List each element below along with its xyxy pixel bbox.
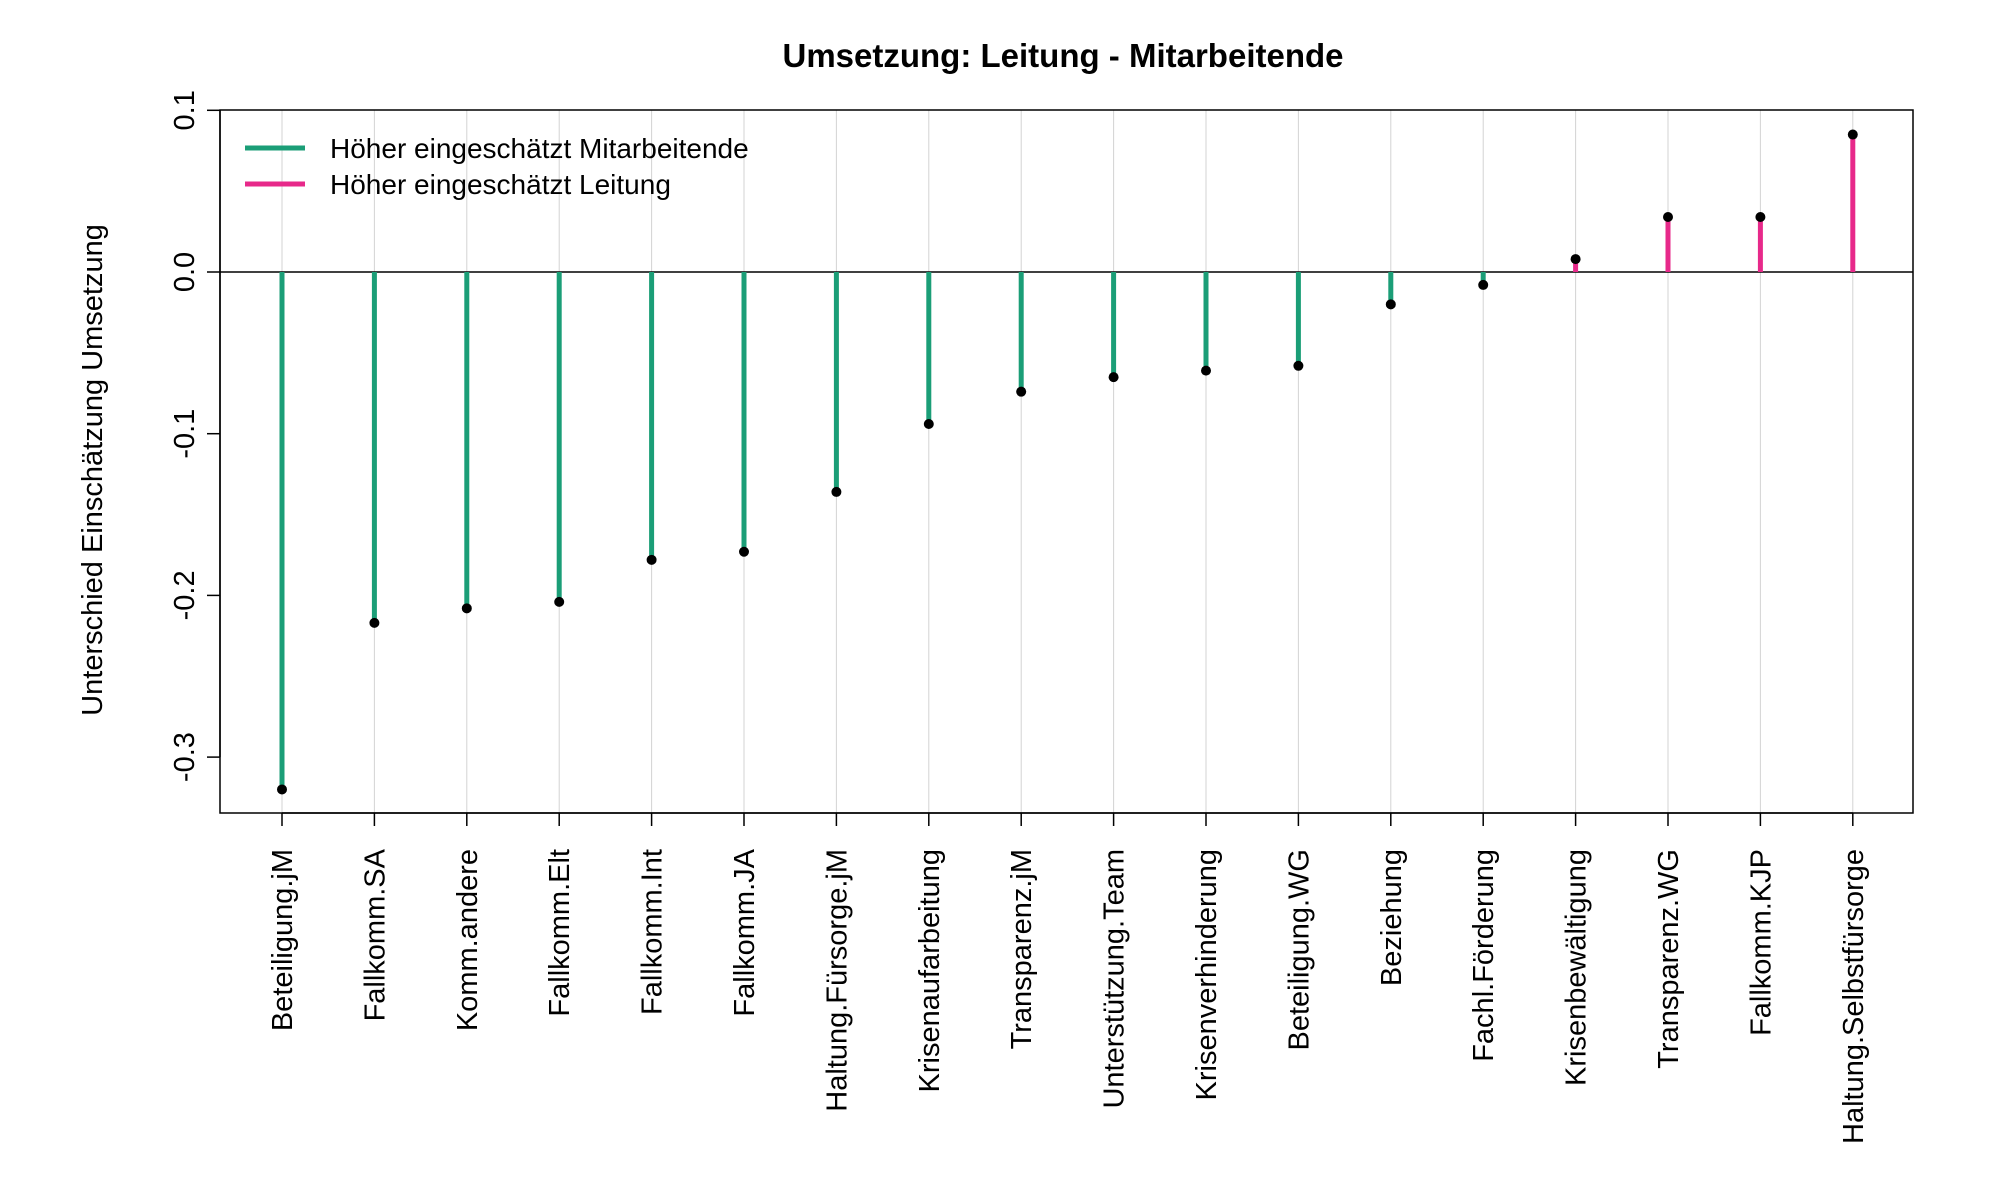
- x-tick-label-Haltung.Fürsorge.jM: Haltung.Fürsorge.jM: [821, 849, 853, 1112]
- x-tick-label-Fachl.Förderung: Fachl.Förderung: [1468, 849, 1500, 1062]
- point-Fallkomm.SA: [369, 617, 380, 628]
- x-tick-label-Fallkomm.KJP: Fallkomm.KJP: [1745, 849, 1777, 1036]
- grid-lines: [281, 110, 1854, 813]
- x-tick-label-Fallkomm.SA: Fallkomm.SA: [359, 848, 391, 1021]
- x-tick-label-Haltung.Selbstfürsorge: Haltung.Selbstfürsorge: [1838, 849, 1870, 1144]
- point-Krisenverhinderung: [1201, 365, 1211, 376]
- y-axis: 0.1 0.0 -0.1 -0.2 -0.3: [169, 90, 221, 782]
- legend-label: Höher eingeschätzt Leitung: [330, 169, 671, 200]
- point-Beziehung: [1385, 299, 1396, 310]
- lollipop-points: [277, 129, 1858, 795]
- legend: Höher eingeschätzt Mitarbeitende Höher ei…: [245, 133, 749, 200]
- x-tick-label-Transparenz.jM: Transparenz.jM: [1006, 849, 1038, 1049]
- point-Fachl.Förderung: [1478, 279, 1489, 290]
- y-axis-label: Unterschied Einschätzung Umsetzung: [77, 224, 109, 716]
- point-Unterstützung.Team: [1108, 372, 1119, 383]
- point-Fallkomm.KJP: [1755, 212, 1766, 223]
- x-tick-label-Unterstützung.Team: Unterstützung.Team: [1099, 849, 1131, 1109]
- point-Haltung.Fürsorge.jM: [831, 486, 842, 497]
- x-axis: Beteiligung.jM Fallkomm.SA Komm.andere Fall…: [267, 812, 1870, 1144]
- y-tick-label: 0.1: [169, 90, 201, 130]
- x-tick-label-Krisenverhinderung: Krisenverhinderung: [1191, 849, 1223, 1100]
- lollipop-stems: [279, 134, 1856, 790]
- x-tick-label-Krisenbewältigung: Krisenbewältigung: [1561, 849, 1593, 1086]
- x-tick-label-Krisenaufarbeitung: Krisenaufarbeitung: [914, 849, 946, 1092]
- point-Transparenz.WG: [1663, 212, 1673, 223]
- y-tick-label: -0.2: [169, 570, 201, 620]
- x-tick-label-Beziehung: Beziehung: [1376, 849, 1408, 986]
- x-tick-label-Fallkomm.Int: Fallkomm.Int: [637, 849, 669, 1015]
- plot-frame: [219, 109, 1914, 814]
- point-Krisenbewältigung: [1570, 254, 1581, 265]
- x-tick-label-Fallkomm.JA: Fallkomm.JA: [729, 848, 761, 1016]
- x-tick-label-Beteiligung.jM: Beteiligung.jM: [267, 849, 299, 1031]
- y-tick-label: 0.0: [169, 252, 201, 292]
- point-Transparenz.jM: [1016, 386, 1027, 397]
- y-tick-label: -0.1: [169, 409, 201, 459]
- point-Beteiligung.WG: [1293, 360, 1304, 371]
- x-tick-label-Komm.andere: Komm.andere: [452, 849, 484, 1031]
- point-Fallkomm.Int: [646, 554, 657, 565]
- point-Fallkomm.Elt: [554, 596, 565, 607]
- chart-title: Umsetzung: Leitung - Mitarbeitende: [783, 37, 1344, 74]
- y-tick-label: -0.3: [169, 732, 201, 782]
- point-Krisenaufarbeitung: [923, 418, 934, 429]
- point-Beteiligung.jM: [277, 784, 287, 795]
- x-tick-label-Transparenz.WG: Transparenz.WG: [1653, 849, 1685, 1069]
- point-Komm.andere: [461, 603, 472, 614]
- point-Fallkomm.JA: [739, 546, 749, 557]
- x-tick-label-Fallkomm.Elt: Fallkomm.Elt: [544, 849, 576, 1017]
- point-Haltung.Selbstfürsorge: [1847, 129, 1858, 140]
- x-tick-label-Beteiligung.WG: Beteiligung.WG: [1283, 849, 1315, 1051]
- legend-label: Höher eingeschätzt Mitarbeitende: [330, 133, 749, 164]
